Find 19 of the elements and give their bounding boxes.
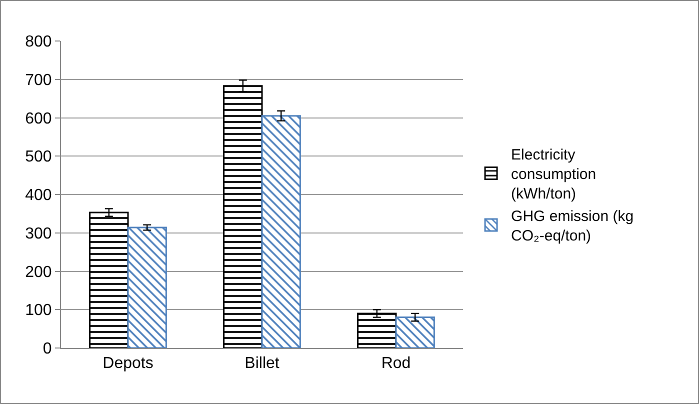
bar: [357, 312, 397, 348]
y-tick-label: 400: [25, 187, 52, 204]
bar: [261, 115, 301, 348]
y-tick-label: 800: [25, 34, 52, 51]
text: Electricity consumption (kWh/ton): [511, 146, 596, 203]
y-tick-label: 300: [25, 225, 52, 242]
y-tick-label: 0: [42, 340, 52, 358]
y-tick-label: 500: [25, 148, 52, 166]
bar: [395, 316, 435, 348]
x-tick-label: Depots: [102, 355, 154, 372]
x-tick-label: Rod: [381, 355, 411, 372]
y-tick-label: 100: [25, 302, 52, 320]
bar: [127, 226, 167, 348]
y-tick-label: 700: [25, 72, 52, 89]
x-tick-label: Billet: [244, 355, 280, 372]
y-tick-label: 200: [25, 264, 52, 281]
text: GHG emission (kg CO₂-eq/ton): [511, 208, 634, 245]
y-tick-label: 600: [25, 110, 52, 128]
bar: [89, 212, 129, 348]
